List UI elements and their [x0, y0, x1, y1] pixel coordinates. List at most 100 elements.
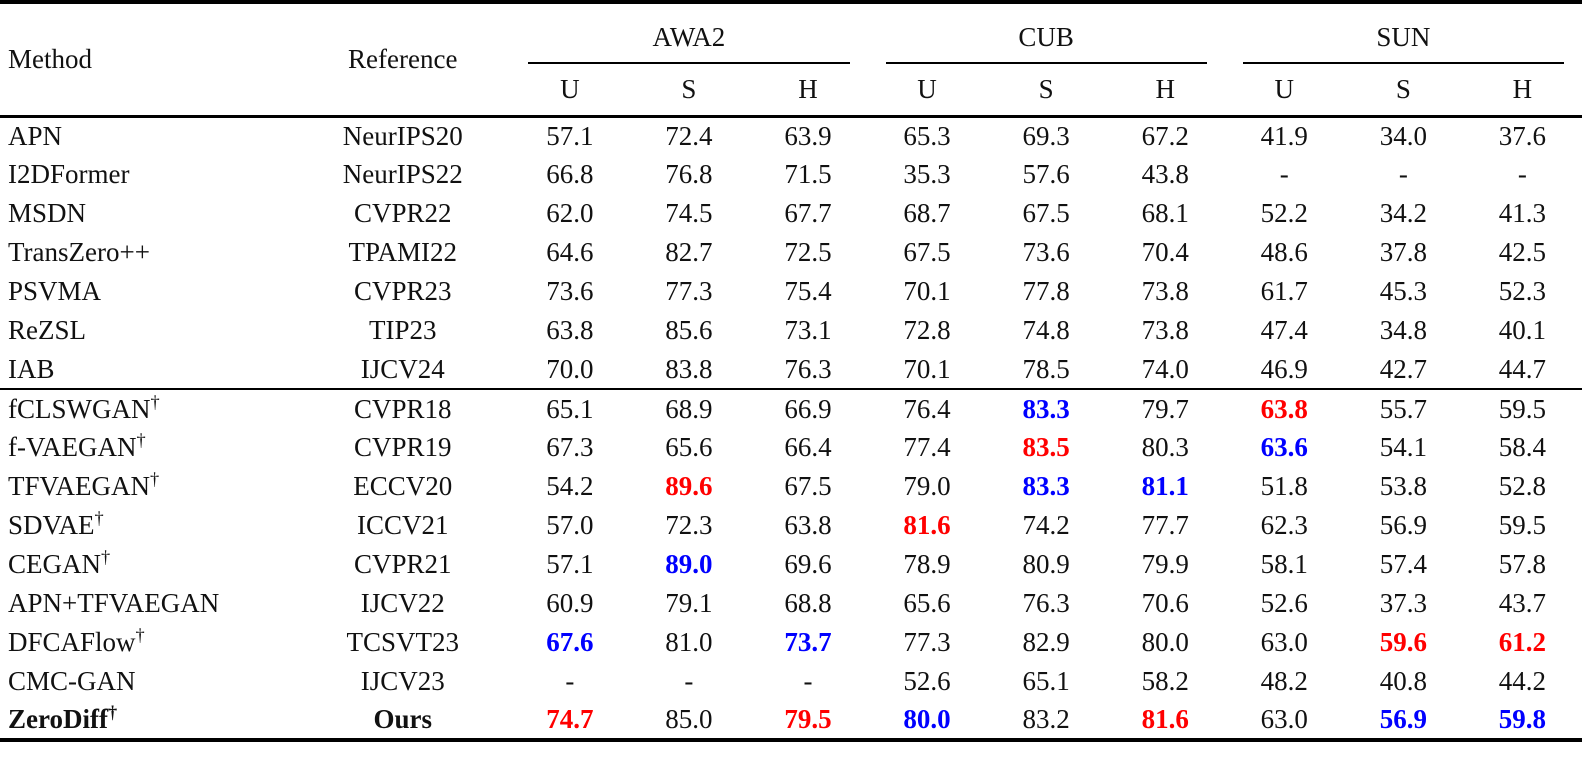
- value-cell: 63.9: [784, 120, 832, 151]
- method-label: f-VAEGAN: [8, 432, 137, 462]
- value-cell: 76.4: [903, 393, 951, 424]
- reference-cell: TCSVT23: [346, 627, 459, 657]
- value-cell: 65.6: [903, 588, 951, 618]
- dagger-superscript: †: [150, 391, 160, 412]
- table-header: Method Reference AWA2 CUB SUN U S H U S …: [0, 2, 1582, 116]
- value-cell: 83.3: [1022, 393, 1070, 424]
- reference-cell: CVPR22: [353, 198, 452, 228]
- method-label: I2DFormer: [8, 159, 130, 189]
- value-cell: 35.3: [903, 159, 951, 189]
- value-cell: 85.6: [665, 315, 713, 345]
- value-cell: 80.9: [1022, 549, 1070, 579]
- value-cell: 52.2: [1260, 198, 1308, 228]
- value-cell: 70.0: [546, 353, 594, 384]
- value-cell: 66.4: [784, 432, 832, 462]
- value-cell: 68.9: [665, 393, 713, 424]
- group-label-underline: CUB: [885, 22, 1207, 64]
- value-cell: 51.8: [1260, 471, 1308, 501]
- method-name: TFVAEGAN†: [0, 467, 295, 506]
- value-cell: 70.1: [903, 276, 951, 306]
- value-cell: -: [684, 666, 694, 696]
- value-cell: 67.5: [1022, 198, 1070, 228]
- dagger-superscript: †: [135, 625, 145, 645]
- value-cell: 54.2: [546, 471, 594, 501]
- method-label: CEGAN: [8, 549, 101, 579]
- value-cell: 59.5: [1498, 393, 1547, 424]
- group-label-underline: AWA2: [528, 22, 850, 64]
- method-label: ZeroDiff: [8, 704, 108, 734]
- value-cell: -: [1398, 159, 1408, 189]
- value-cell: 65.3: [903, 120, 951, 151]
- reference-cell: TPAMI22: [348, 237, 457, 267]
- value-cell: 37.6: [1498, 120, 1547, 151]
- value-cell: 72.4: [665, 120, 713, 151]
- reference-cell: NeurIPS22: [342, 159, 463, 189]
- subcol-sun-s: S: [1395, 73, 1411, 104]
- table-section-2: fCLSWGAN† CVPR18 65.1 68.9 66.9 76.4 83.3 79.7 6…: [0, 389, 1582, 740]
- method-name: TransZero++: [0, 233, 295, 272]
- value-cell: 57.0: [546, 510, 594, 540]
- subcol-awa2-h: H: [798, 73, 818, 104]
- column-header-method: Method: [8, 43, 92, 74]
- table-row: APN NeurIPS20 57.1 72.4 63.9 65.3 69.3 67.2 41.9…: [0, 116, 1582, 155]
- value-cell: 52.3: [1498, 276, 1547, 306]
- table-row: DFCAFlow† TCSVT23 67.6 81.0 73.7 77.3 82.9 80.0…: [0, 623, 1582, 662]
- method-label: ReZSL: [8, 315, 86, 345]
- value-cell: 67.2: [1141, 120, 1189, 151]
- value-cell: 56.9: [1379, 704, 1427, 734]
- value-cell: 77.3: [665, 276, 713, 306]
- method-label: TFVAEGAN: [8, 471, 151, 501]
- table-row: fCLSWGAN† CVPR18 65.1 68.9 66.9 76.4 83.3 79.7 6…: [0, 389, 1582, 428]
- value-cell: 43.7: [1498, 588, 1547, 618]
- reference-cell: IJCV23: [360, 666, 445, 696]
- method-name: CMC-GAN: [0, 662, 295, 701]
- value-cell: 66.9: [784, 393, 832, 424]
- value-cell: 63.6: [1260, 432, 1308, 462]
- table-row: I2DFormer NeurIPS22 66.8 76.8 71.5 35.3 57.6 43…: [0, 155, 1582, 194]
- value-cell: 45.3: [1379, 276, 1427, 306]
- value-cell: 41.9: [1260, 120, 1308, 151]
- value-cell: 68.8: [784, 588, 832, 618]
- value-cell: 70.4: [1141, 237, 1189, 267]
- value-cell: 79.9: [1141, 549, 1189, 579]
- table-row: IAB IJCV24 70.0 83.8 76.3 70.1 78.5 74.0 46.9 42.…: [0, 350, 1582, 389]
- value-cell: 67.5: [784, 471, 832, 501]
- reference-cell: CVPR19: [353, 432, 452, 462]
- value-cell: 73.8: [1141, 276, 1189, 306]
- group-header-sun: SUN: [1225, 2, 1582, 64]
- value-cell: 80.0: [903, 704, 951, 734]
- subcolumn-header-row: U S H U S H U S H: [0, 64, 1582, 116]
- value-cell: 37.8: [1379, 237, 1427, 267]
- value-cell: 63.0: [1260, 627, 1308, 657]
- column-header-reference: Reference: [348, 43, 458, 74]
- value-cell: 72.8: [903, 315, 951, 345]
- value-cell: 68.7: [903, 198, 951, 228]
- reference-cell: CVPR23: [353, 276, 452, 306]
- value-cell: 74.5: [665, 198, 713, 228]
- value-cell: 34.2: [1379, 198, 1427, 228]
- value-cell: 71.5: [784, 159, 832, 189]
- value-cell: 73.8: [1141, 315, 1189, 345]
- value-cell: -: [803, 666, 813, 696]
- subcol-sun-u: U: [1274, 73, 1295, 104]
- value-cell: 73.6: [1022, 237, 1070, 267]
- method-label: CMC-GAN: [8, 666, 136, 696]
- group-header-awa2: AWA2: [510, 2, 867, 64]
- value-cell: 34.0: [1379, 120, 1427, 151]
- group-label: CUB: [1018, 22, 1074, 52]
- value-cell: 58.1: [1260, 549, 1308, 579]
- subcol-awa2-s: S: [681, 73, 697, 104]
- method-name: ReZSL: [0, 311, 295, 350]
- value-cell: 65.1: [1022, 666, 1070, 696]
- value-cell: 77.8: [1022, 276, 1070, 306]
- subcol-cub-s: S: [1038, 73, 1054, 104]
- method-label: APN+TFVAEGAN: [8, 588, 220, 618]
- value-cell: -: [1517, 159, 1527, 189]
- method-label: fCLSWGAN: [8, 393, 151, 424]
- table-row: MSDN CVPR22 62.0 74.5 67.7 68.7 67.5 68.1 52.2 34…: [0, 194, 1582, 233]
- value-cell: 63.0: [1260, 704, 1308, 734]
- value-cell: 73.6: [546, 276, 594, 306]
- value-cell: -: [1279, 159, 1289, 189]
- value-cell: 57.1: [546, 120, 594, 151]
- method-name: APN: [0, 116, 295, 155]
